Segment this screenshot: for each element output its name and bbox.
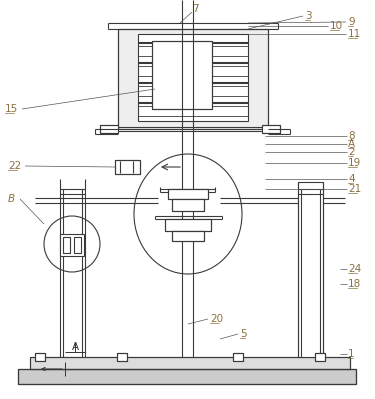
Bar: [30, 357, 350, 369]
Text: 19: 19: [348, 158, 361, 168]
Bar: [100, 125, 118, 133]
Bar: [172, 231, 204, 241]
Bar: [138, 34, 248, 121]
Bar: [172, 199, 204, 211]
Text: A: A: [71, 342, 79, 352]
Text: 10: 10: [330, 21, 343, 31]
Bar: [233, 353, 243, 361]
Bar: [115, 160, 140, 174]
Text: 20: 20: [210, 314, 223, 324]
Text: 1: 1: [348, 349, 355, 359]
Text: 7: 7: [192, 4, 199, 14]
Bar: [60, 234, 84, 256]
Text: 4: 4: [348, 174, 355, 184]
Bar: [63, 237, 70, 253]
Bar: [18, 369, 356, 384]
Text: 21: 21: [348, 184, 361, 194]
Text: 15: 15: [5, 104, 18, 114]
Bar: [117, 353, 127, 361]
Text: A: A: [348, 139, 355, 149]
Bar: [18, 369, 356, 384]
Text: 9: 9: [348, 17, 355, 27]
Text: 11: 11: [348, 29, 361, 39]
Text: 2: 2: [348, 147, 355, 157]
Bar: [35, 353, 45, 361]
Bar: [74, 237, 81, 253]
Text: 18: 18: [348, 279, 361, 289]
Text: 24: 24: [348, 264, 361, 274]
Text: 5: 5: [240, 329, 247, 339]
Bar: [315, 353, 325, 361]
Bar: [262, 125, 280, 133]
Bar: [118, 29, 268, 129]
Bar: [298, 182, 323, 357]
Bar: [165, 219, 211, 231]
Text: 8: 8: [348, 131, 355, 141]
Text: 22: 22: [8, 161, 21, 171]
Text: B: B: [8, 194, 15, 204]
Text: 3: 3: [305, 11, 312, 21]
Bar: [168, 189, 208, 199]
Bar: [152, 41, 212, 109]
